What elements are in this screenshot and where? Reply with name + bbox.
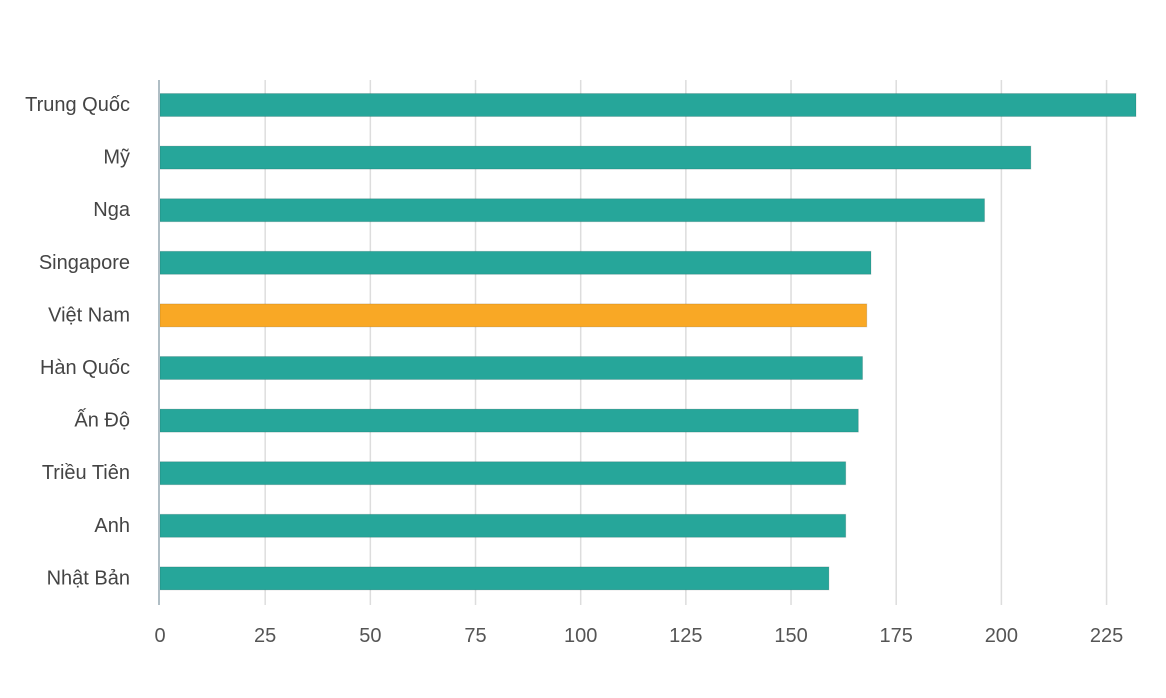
x-tick-label-4: 100 xyxy=(564,625,597,647)
bar-1 xyxy=(159,145,1032,170)
bar-9 xyxy=(159,566,830,591)
category-label-5: Hàn Quốc xyxy=(40,357,130,379)
bar-8 xyxy=(159,513,847,538)
bar-3 xyxy=(159,250,872,275)
x-tick-label-8: 200 xyxy=(985,625,1018,647)
bar-6 xyxy=(159,408,859,433)
category-labels: Trung Quốc Mỹ Nga Singapore Việt Nam Hàn Quốc… xyxy=(25,94,131,589)
category-label-2: Nga xyxy=(93,199,131,221)
category-label-3: Singapore xyxy=(39,252,130,274)
category-label-6: Ấn Độ xyxy=(74,409,130,432)
category-label-4: Việt Nam xyxy=(48,304,130,326)
category-label-7: Triều Tiên xyxy=(42,462,130,484)
bars xyxy=(159,93,1137,591)
x-tick-label-5: 125 xyxy=(669,625,702,647)
x-tick-labels: 0 25 50 75 100 125 150 175 200 225 xyxy=(154,625,1123,647)
bar-2 xyxy=(159,198,986,223)
category-label-1: Mỹ xyxy=(103,147,130,169)
x-tick-label-7: 175 xyxy=(880,625,913,647)
x-tick-label-3: 75 xyxy=(464,625,486,647)
bar-7 xyxy=(159,461,847,486)
x-tick-label-0: 0 xyxy=(154,625,165,647)
bar-0 xyxy=(159,93,1137,117)
category-label-9: Nhật Bản xyxy=(47,567,130,589)
bar-5 xyxy=(159,356,864,380)
x-tick-label-1: 25 xyxy=(254,625,276,647)
category-label-0: Trung Quốc xyxy=(25,94,130,116)
category-label-8: Anh xyxy=(94,515,130,537)
x-tick-label-9: 225 xyxy=(1090,625,1123,647)
x-tick-label-2: 50 xyxy=(359,625,381,647)
bar-4 xyxy=(159,303,868,328)
x-tick-label-6: 150 xyxy=(774,625,807,647)
